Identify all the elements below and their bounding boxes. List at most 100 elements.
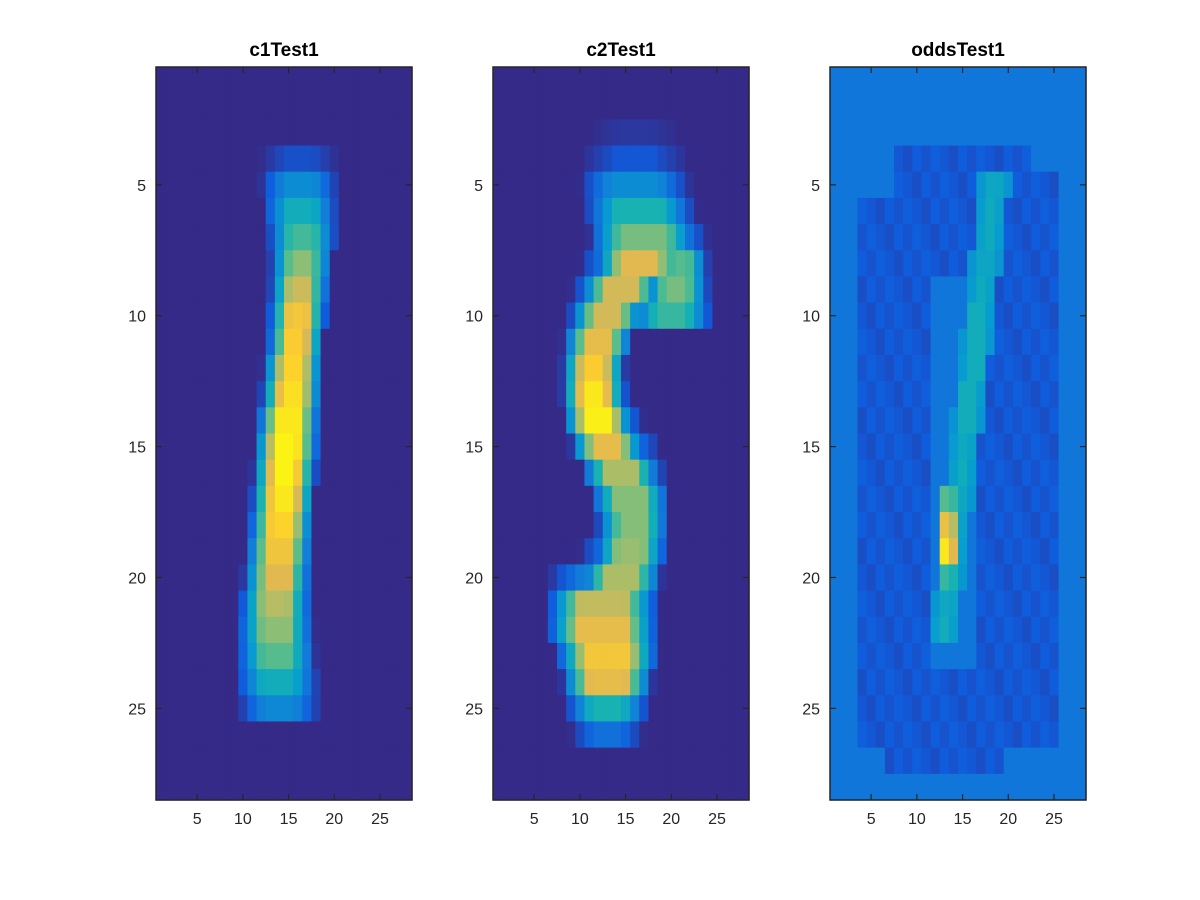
heatmap-cell — [1031, 171, 1041, 199]
heatmap-cell — [657, 381, 668, 408]
heatmap-cell — [875, 459, 886, 487]
heatmap-cell — [1022, 119, 1032, 147]
heatmap-cell — [1049, 276, 1060, 304]
heatmap-cell — [210, 302, 221, 330]
heatmap-cell — [839, 564, 849, 592]
heatmap-cell — [948, 773, 959, 801]
heatmap-cell — [1012, 328, 1023, 356]
heatmap-cell — [630, 197, 640, 225]
heatmap-cell — [875, 721, 886, 749]
heatmap-cell — [375, 224, 386, 251]
heatmap-cell — [192, 302, 203, 330]
heatmap-cell — [284, 119, 294, 147]
heatmap-cell — [894, 381, 904, 408]
heatmap-cell — [1003, 276, 1014, 304]
heatmap-cell — [721, 197, 732, 225]
heatmap-cell — [921, 485, 932, 513]
heatmap-cell — [183, 747, 194, 775]
heatmap-cell — [912, 145, 923, 173]
heatmap-cell — [939, 250, 950, 278]
heatmap-cell — [511, 302, 522, 330]
heatmap-cell — [894, 695, 904, 723]
heatmap-cell — [165, 564, 175, 592]
heatmap-cell — [621, 407, 631, 435]
heatmap-cell — [985, 773, 996, 801]
heatmap-cell — [393, 250, 404, 278]
heatmap-cell — [602, 616, 613, 644]
heatmap-cell — [338, 407, 349, 435]
heatmap-cell — [1003, 145, 1014, 173]
heatmap-cell — [666, 354, 677, 382]
heatmap-cell — [675, 145, 686, 173]
heatmap-cell — [985, 433, 996, 461]
heatmap-cell — [912, 67, 923, 94]
heatmap-cell — [894, 485, 904, 513]
heatmap-cell — [393, 224, 404, 251]
heatmap-cell — [302, 171, 313, 199]
heatmap-cell — [857, 485, 868, 513]
heatmap-cell — [875, 67, 886, 94]
heatmap-cell — [948, 354, 959, 382]
heatmap-cell — [921, 695, 932, 723]
heatmap-cell — [903, 669, 913, 696]
heatmap-cell — [220, 433, 230, 461]
heatmap-cell — [575, 171, 586, 199]
heatmap-cell — [265, 538, 276, 565]
heatmap-cell — [685, 328, 695, 356]
heatmap-cell — [1076, 381, 1087, 408]
heatmap-cell — [903, 747, 913, 775]
heatmap-cell — [739, 721, 750, 749]
heatmap-cell — [739, 747, 750, 775]
heatmap-cell — [639, 512, 650, 539]
heatmap-cell — [520, 354, 531, 382]
heatmap-cell — [1040, 642, 1051, 670]
heatmap-cell — [694, 407, 704, 435]
heatmap-cell — [703, 538, 714, 565]
heatmap-cell — [375, 119, 386, 147]
heatmap-cell — [329, 197, 340, 225]
heatmap-cell — [265, 459, 276, 487]
heatmap-cell — [174, 67, 185, 94]
heatmap-cell — [712, 407, 723, 435]
heatmap-cell — [721, 695, 732, 723]
heatmap-cell — [348, 145, 358, 173]
heatmap-cell — [1067, 721, 1078, 749]
heatmap-cell — [1031, 747, 1041, 775]
heatmap-cell — [912, 538, 923, 565]
heatmap-cell — [958, 354, 968, 382]
heatmap-cell — [875, 747, 886, 775]
heatmap-cell — [192, 250, 203, 278]
heatmap-cell — [721, 590, 732, 618]
heatmap-cell — [511, 564, 522, 592]
heatmap-cell — [903, 328, 913, 356]
heatmap-cell — [293, 721, 303, 749]
heatmap-cell — [685, 171, 695, 199]
heatmap-cell — [393, 407, 404, 435]
heatmap-cell — [939, 773, 950, 801]
heatmap-cell — [247, 459, 258, 487]
heatmap-cell — [994, 747, 1005, 775]
heatmap-cell — [302, 721, 313, 749]
heatmap-cell — [165, 459, 175, 487]
heatmap-cell — [229, 276, 239, 304]
heatmap-cell — [538, 747, 549, 775]
heatmap-cell — [1058, 773, 1069, 801]
heatmap-cell — [685, 721, 695, 749]
heatmap-cell — [366, 67, 377, 94]
heatmap-cell — [857, 564, 868, 592]
heatmap-cell — [912, 669, 923, 696]
heatmap-cell — [520, 669, 531, 696]
heatmap-cell — [939, 433, 950, 461]
heatmap-cell — [201, 590, 212, 618]
heatmap-cell — [566, 590, 576, 618]
heatmap-cell — [685, 695, 695, 723]
heatmap-cell — [593, 773, 604, 801]
heatmap-cell — [329, 564, 340, 592]
heatmap-cell — [393, 145, 404, 173]
heatmap-cell — [639, 433, 650, 461]
heatmap-cell — [493, 459, 503, 487]
heatmap-cell — [357, 171, 367, 199]
heatmap-cell — [712, 538, 723, 565]
heatmap-cell — [584, 747, 595, 775]
heatmap-cell — [384, 171, 395, 199]
